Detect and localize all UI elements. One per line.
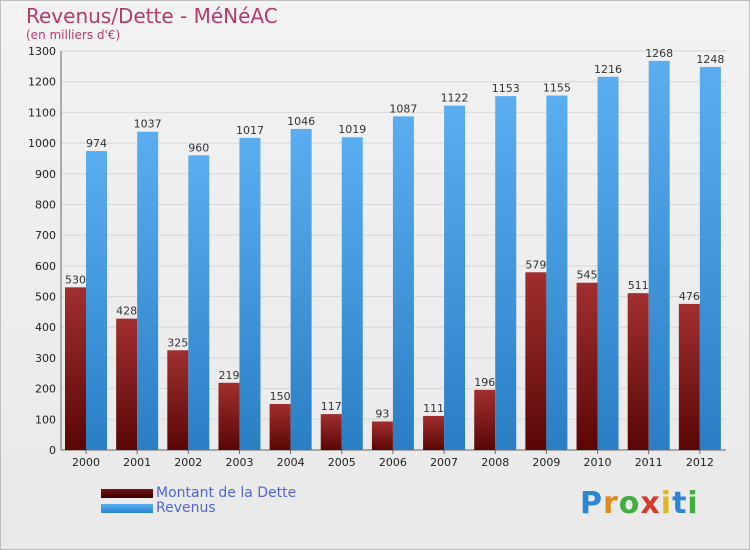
bar-dette bbox=[525, 272, 547, 450]
bar-revenus bbox=[137, 131, 159, 450]
x-tick-label: 2012 bbox=[686, 456, 714, 469]
data-label-revenus: 960 bbox=[188, 141, 209, 154]
chart-subtitle: (en milliers d'€) bbox=[26, 28, 121, 42]
data-label-revenus: 1087 bbox=[389, 102, 417, 115]
x-tick-label: 2009 bbox=[532, 456, 560, 469]
data-label-revenus: 1216 bbox=[594, 63, 622, 76]
data-label-dette: 93 bbox=[375, 407, 389, 420]
bar-dette bbox=[423, 415, 445, 450]
brand-letter: o bbox=[618, 486, 641, 521]
bar-revenus bbox=[597, 76, 619, 450]
brand-letter: i bbox=[687, 486, 699, 521]
bar-dette bbox=[65, 287, 86, 450]
brand-letter: t bbox=[672, 486, 688, 521]
data-label-dette: 150 bbox=[270, 390, 291, 403]
x-tick-label: 2000 bbox=[72, 456, 100, 469]
y-tick-label: 700 bbox=[35, 229, 56, 242]
data-label-dette: 196 bbox=[474, 376, 495, 389]
data-label-revenus: 1037 bbox=[134, 118, 162, 131]
y-tick-label: 1100 bbox=[28, 106, 56, 119]
x-tick-label: 2008 bbox=[481, 456, 509, 469]
data-label-revenus: 1153 bbox=[492, 82, 520, 95]
brand-letter: i bbox=[660, 486, 673, 521]
y-tick-label: 1000 bbox=[28, 137, 56, 150]
data-label-dette: 530 bbox=[65, 273, 86, 286]
y-tick-label: 200 bbox=[35, 383, 56, 396]
y-tick-label: 600 bbox=[35, 260, 56, 273]
data-label-dette: 117 bbox=[321, 400, 342, 413]
data-label-revenus: 1046 bbox=[287, 115, 315, 128]
data-label-revenus: 1248 bbox=[696, 53, 724, 66]
brand-letter: P bbox=[580, 486, 603, 521]
x-tick-label: 2010 bbox=[584, 456, 612, 469]
legend-label-dette: Montant de la Dette bbox=[156, 485, 297, 501]
bar-dette bbox=[627, 293, 649, 450]
data-label-dette: 219 bbox=[218, 369, 239, 382]
bar-revenus bbox=[341, 137, 363, 450]
data-label-dette: 579 bbox=[525, 258, 546, 271]
bar-dette bbox=[678, 303, 700, 450]
y-tick-label: 500 bbox=[35, 291, 56, 304]
x-tick-label: 2001 bbox=[123, 456, 151, 469]
bar-revenus bbox=[86, 151, 107, 450]
bar-revenus bbox=[239, 137, 261, 450]
data-label-dette: 511 bbox=[628, 279, 649, 292]
bar-revenus bbox=[188, 155, 210, 450]
data-label-revenus: 1017 bbox=[236, 124, 264, 137]
bar-revenus bbox=[290, 128, 312, 450]
y-tick-label: 0 bbox=[49, 444, 56, 457]
data-label-revenus: 1019 bbox=[338, 123, 366, 136]
bar-revenus bbox=[392, 116, 414, 450]
data-label-revenus: 974 bbox=[86, 137, 107, 150]
x-tick-label: 2003 bbox=[225, 456, 253, 469]
data-label-dette: 545 bbox=[577, 269, 598, 282]
bar-dette bbox=[167, 350, 189, 450]
brand-letter: r bbox=[603, 486, 619, 521]
legend-swatch-dette bbox=[101, 489, 153, 498]
data-label-dette: 325 bbox=[167, 336, 188, 349]
bar-revenus bbox=[648, 60, 670, 451]
bar-revenus bbox=[699, 66, 721, 451]
data-label-dette: 476 bbox=[679, 290, 700, 303]
legend-swatch-revenus bbox=[101, 504, 153, 513]
x-tick-label: 2007 bbox=[430, 456, 458, 469]
data-label-revenus: 1268 bbox=[645, 47, 673, 60]
bar-dette bbox=[474, 389, 496, 450]
bar-revenus bbox=[495, 96, 517, 451]
bar-revenus bbox=[444, 105, 466, 450]
chart-title: Revenus/Dette - MéNéAC bbox=[26, 4, 278, 28]
brand-letter: x bbox=[640, 486, 661, 521]
data-label-dette: 111 bbox=[423, 402, 444, 415]
y-tick-label: 1300 bbox=[28, 45, 56, 58]
bar-dette bbox=[116, 318, 138, 450]
data-label-dette: 428 bbox=[116, 305, 137, 318]
bar-dette bbox=[218, 382, 240, 450]
data-label-revenus: 1155 bbox=[543, 82, 571, 95]
x-tick-label: 2006 bbox=[379, 456, 407, 469]
data-label-revenus: 1122 bbox=[441, 92, 469, 105]
bar-dette bbox=[269, 403, 291, 450]
y-tick-label: 400 bbox=[35, 321, 56, 334]
bar-dette bbox=[576, 282, 598, 450]
x-tick-label: 2002 bbox=[174, 456, 202, 469]
legend-label-revenus: Revenus bbox=[156, 500, 216, 516]
y-tick-label: 800 bbox=[35, 198, 56, 211]
bar-dette bbox=[371, 421, 393, 450]
x-tick-label: 2011 bbox=[635, 456, 663, 469]
proxiti-logo: Proxiti bbox=[580, 486, 699, 521]
x-tick-label: 2004 bbox=[277, 456, 305, 469]
bar-revenus bbox=[546, 95, 568, 450]
y-tick-label: 300 bbox=[35, 352, 56, 365]
y-tick-label: 900 bbox=[35, 168, 56, 181]
y-tick-label: 1200 bbox=[28, 76, 56, 89]
bar-dette bbox=[320, 414, 342, 450]
y-tick-label: 100 bbox=[35, 413, 56, 426]
x-tick-label: 2005 bbox=[328, 456, 356, 469]
